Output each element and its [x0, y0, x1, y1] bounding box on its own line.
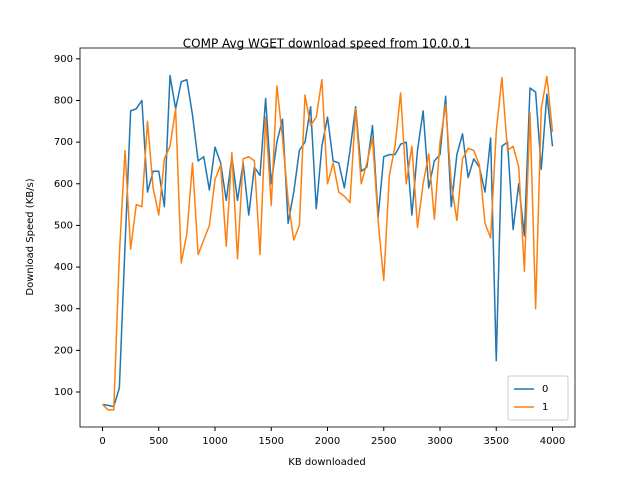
y-tick-label: 200	[54, 345, 73, 356]
x-tick-label: 4000	[540, 436, 565, 447]
series-line	[101, 75, 554, 411]
y-tick-label: 700	[54, 137, 73, 148]
y-tick-label: 600	[54, 179, 73, 190]
series-line	[102, 74, 554, 408]
x-tick-label: 1500	[259, 436, 284, 447]
x-tick-label: 3000	[427, 436, 452, 447]
x-tick-label: 2000	[315, 436, 340, 447]
axes-frame	[79, 47, 576, 428]
legend-box	[507, 375, 569, 421]
x-tick-label: 2500	[371, 436, 396, 447]
x-tick-label: 500	[149, 436, 168, 447]
legend-label: 1	[542, 402, 548, 413]
y-tick-label: 300	[54, 304, 73, 315]
y-tick-label: 400	[54, 262, 73, 273]
x-tick-label: 0	[99, 436, 105, 447]
x-tick-label: 3500	[484, 436, 509, 447]
y-tick-label: 800	[54, 95, 73, 106]
y-tick-label: 500	[54, 220, 73, 231]
legend-label: 0	[542, 384, 548, 395]
x-tick-label: 1000	[202, 436, 227, 447]
y-axis-label: Download Speed (KB/s)	[25, 178, 36, 295]
y-tick-label: 100	[54, 387, 73, 398]
y-tick-label: 900	[54, 54, 73, 65]
chart-title: COMP Avg WGET download speed from 10.0.0…	[183, 37, 471, 51]
x-axis-label: KB downloaded	[288, 457, 365, 468]
